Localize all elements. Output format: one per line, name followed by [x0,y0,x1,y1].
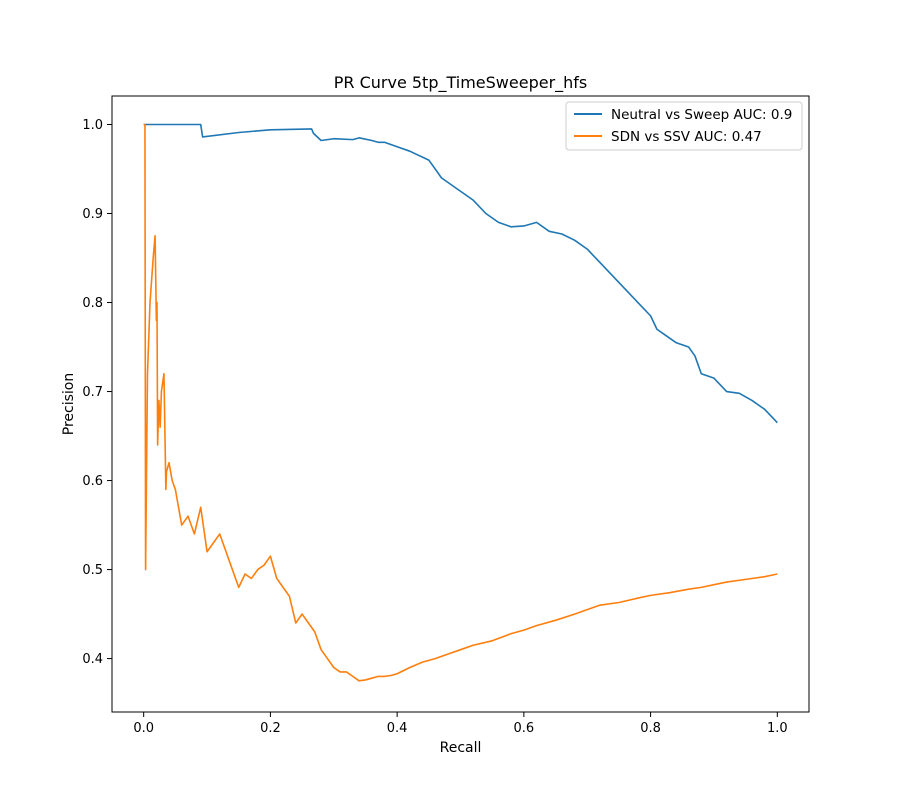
series-layer [143,123,778,682]
chart-title: PR Curve 5tp_TimeSweeper_hfs [334,73,588,93]
series-line-neutral-vs-sweep [143,123,778,424]
y-tick-label: 1.0 [82,118,103,133]
y-axis-label: Precision [61,373,77,435]
x-tick-label: 0.4 [387,721,408,736]
x-tick-label: 0.8 [640,721,661,736]
y-tick-label: 0.4 [82,652,103,667]
x-axis: 0.0 0.2 0.4 0.6 0.8 1.0 [133,712,788,736]
x-axis-label: Recall [440,740,482,756]
legend: Neutral vs Sweep AUC: 0.9 SDN vs SSV AUC… [565,101,803,151]
x-tick-label: 1.0 [767,721,788,736]
legend-entry-sdn-vs-ssv: SDN vs SSV AUC: 0.47 [611,129,762,145]
x-tick-label: 0.6 [514,721,535,736]
y-tick-label: 0.7 [82,385,103,400]
y-axis: 0.4 0.5 0.6 0.7 0.8 0.9 1.0 [82,118,112,667]
y-tick-label: 0.9 [82,207,103,222]
plot-frame [111,95,810,713]
legend-entry-neutral-vs-sweep: Neutral vs Sweep AUC: 0.9 [611,107,792,123]
y-tick-label: 0.8 [82,296,103,311]
series-line-sdn-vs-ssv [143,123,778,682]
legend-box [565,101,803,151]
y-tick-label: 0.6 [82,474,103,489]
x-tick-label: 0.2 [260,721,281,736]
x-tick-label: 0.0 [133,721,154,736]
y-tick-label: 0.5 [82,563,103,578]
